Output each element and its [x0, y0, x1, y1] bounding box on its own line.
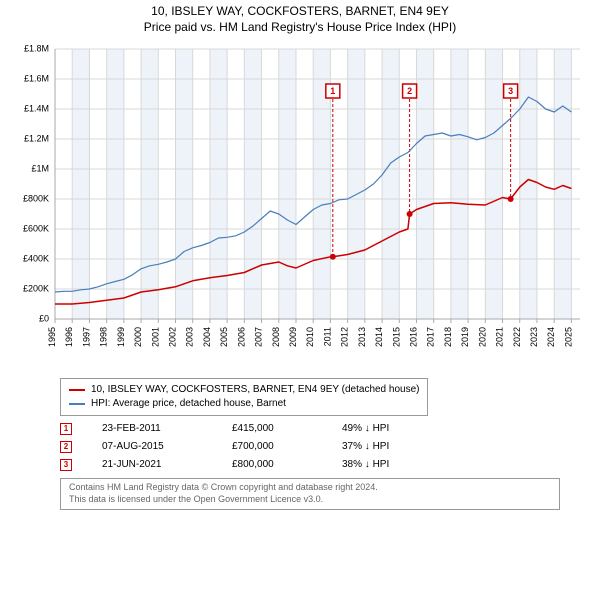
svg-text:2013: 2013 — [357, 327, 367, 347]
footer-line1: Contains HM Land Registry data © Crown c… — [69, 482, 551, 494]
title-line2: Price paid vs. HM Land Registry's House … — [0, 20, 600, 36]
legend-box: 10, IBSLEY WAY, COCKFOSTERS, BARNET, EN4… — [60, 378, 428, 416]
sales-price: £700,000 — [232, 438, 312, 456]
svg-text:2017: 2017 — [426, 327, 436, 347]
svg-text:£1.8M: £1.8M — [24, 44, 49, 54]
svg-text:£1.2M: £1.2M — [24, 134, 49, 144]
svg-text:1999: 1999 — [116, 327, 126, 347]
sales-row: 2 07-AUG-2015 £700,000 37% ↓ HPI — [60, 438, 560, 456]
svg-text:£1M: £1M — [31, 164, 49, 174]
svg-text:2020: 2020 — [477, 327, 487, 347]
chart-container: 10, IBSLEY WAY, COCKFOSTERS, BARNET, EN4… — [0, 0, 600, 590]
legend-swatch — [69, 389, 85, 391]
sales-date: 21-JUN-2021 — [102, 456, 202, 474]
svg-text:2007: 2007 — [254, 327, 264, 347]
svg-text:2006: 2006 — [236, 327, 246, 347]
svg-text:2002: 2002 — [167, 327, 177, 347]
svg-text:2024: 2024 — [546, 327, 556, 347]
sales-diff: 37% ↓ HPI — [342, 438, 389, 456]
footer-box: Contains HM Land Registry data © Crown c… — [60, 478, 560, 509]
sales-date: 23-FEB-2011 — [102, 420, 202, 438]
svg-text:2021: 2021 — [495, 327, 505, 347]
sales-row: 3 21-JUN-2021 £800,000 38% ↓ HPI — [60, 456, 560, 474]
sales-price: £415,000 — [232, 420, 312, 438]
svg-text:2018: 2018 — [443, 327, 453, 347]
svg-text:2011: 2011 — [322, 327, 332, 346]
svg-text:2016: 2016 — [408, 327, 418, 347]
price-chart: £0 £200K £400K £600K £800K £1M £1.2M £1.4M £1.6M… — [0, 39, 600, 369]
svg-text:2010: 2010 — [305, 327, 315, 347]
svg-text:£1.6M: £1.6M — [24, 74, 49, 84]
svg-text:2023: 2023 — [529, 327, 539, 347]
svg-text:£200K: £200K — [23, 284, 49, 294]
title-block: 10, IBSLEY WAY, COCKFOSTERS, BARNET, EN4… — [0, 0, 600, 39]
svg-text:2025: 2025 — [563, 327, 573, 347]
legend-label: HPI: Average price, detached house, Barn… — [91, 397, 286, 411]
sales-diff: 38% ↓ HPI — [342, 456, 389, 474]
svg-text:2004: 2004 — [202, 327, 212, 347]
sales-diff: 49% ↓ HPI — [342, 420, 389, 438]
svg-text:2001: 2001 — [150, 327, 160, 347]
svg-text:2000: 2000 — [133, 327, 143, 347]
svg-text:2012: 2012 — [340, 327, 350, 347]
sales-table: 1 23-FEB-2011 £415,000 49% ↓ HPI 2 07-AUG-201… — [60, 420, 560, 474]
svg-text:2019: 2019 — [460, 327, 470, 347]
footer-line2: This data is licensed under the Open Gov… — [69, 494, 551, 506]
svg-text:2008: 2008 — [271, 327, 281, 347]
svg-text:1995: 1995 — [47, 327, 57, 347]
svg-text:1996: 1996 — [64, 327, 74, 347]
sales-date: 07-AUG-2015 — [102, 438, 202, 456]
svg-text:3: 3 — [508, 86, 513, 96]
svg-text:2003: 2003 — [185, 327, 195, 347]
svg-text:2009: 2009 — [288, 327, 298, 347]
legend-label: 10, IBSLEY WAY, COCKFOSTERS, BARNET, EN4… — [91, 383, 419, 397]
svg-text:£0: £0 — [39, 314, 49, 324]
svg-text:2: 2 — [407, 86, 412, 96]
sales-marker: 3 — [60, 459, 72, 471]
svg-text:1998: 1998 — [99, 327, 109, 347]
sales-marker: 2 — [60, 441, 72, 453]
svg-text:1: 1 — [330, 86, 335, 96]
legend-swatch — [69, 403, 85, 405]
legend-row: HPI: Average price, detached house, Barn… — [69, 397, 419, 411]
legend-row: 10, IBSLEY WAY, COCKFOSTERS, BARNET, EN4… — [69, 383, 419, 397]
title-line1: 10, IBSLEY WAY, COCKFOSTERS, BARNET, EN4… — [0, 4, 600, 20]
svg-text:2015: 2015 — [391, 327, 401, 347]
svg-text:£400K: £400K — [23, 254, 49, 264]
sales-price: £800,000 — [232, 456, 312, 474]
sales-row: 1 23-FEB-2011 £415,000 49% ↓ HPI — [60, 420, 560, 438]
svg-text:2022: 2022 — [512, 327, 522, 347]
sales-marker: 1 — [60, 423, 72, 435]
svg-text:£600K: £600K — [23, 224, 49, 234]
svg-text:1997: 1997 — [81, 327, 91, 347]
svg-text:2014: 2014 — [374, 327, 384, 347]
svg-text:£800K: £800K — [23, 194, 49, 204]
svg-text:2005: 2005 — [219, 327, 229, 347]
svg-text:£1.4M: £1.4M — [24, 104, 49, 114]
